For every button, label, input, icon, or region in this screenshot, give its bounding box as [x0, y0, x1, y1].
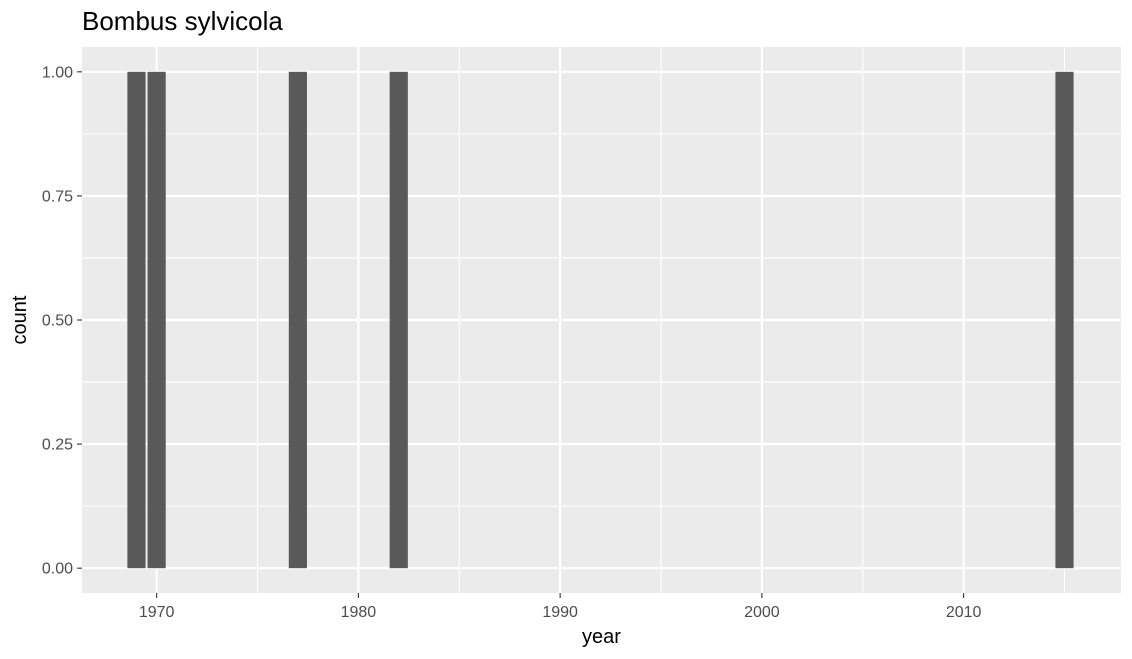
bar: [1055, 71, 1074, 569]
bar: [147, 71, 166, 569]
bars: [127, 71, 1074, 569]
x-tick-label: 1970: [139, 604, 175, 621]
y-tick-label: 0.50: [42, 313, 73, 330]
y-tick-label: 1.00: [42, 64, 73, 81]
x-tick-label: 2010: [946, 604, 982, 621]
y-axis: 0.00 0.25 0.50 0.75 1.00: [42, 64, 82, 578]
x-axis-title: year: [582, 626, 621, 648]
y-tick-label: 0.75: [42, 188, 73, 205]
y-tick-label: 0.00: [42, 561, 73, 578]
x-tick-label: 1980: [341, 604, 377, 621]
x-axis: 1970 1980 1990 2000 2010: [139, 593, 982, 621]
bar: [288, 71, 307, 569]
y-axis-title: count: [9, 295, 31, 344]
bar: [127, 71, 146, 569]
x-tick-label: 2000: [744, 604, 780, 621]
y-tick-label: 0.25: [42, 437, 73, 454]
chart-title: Bombus sylvicola: [82, 6, 283, 36]
x-tick-label: 1990: [542, 604, 578, 621]
bar: [389, 71, 408, 569]
